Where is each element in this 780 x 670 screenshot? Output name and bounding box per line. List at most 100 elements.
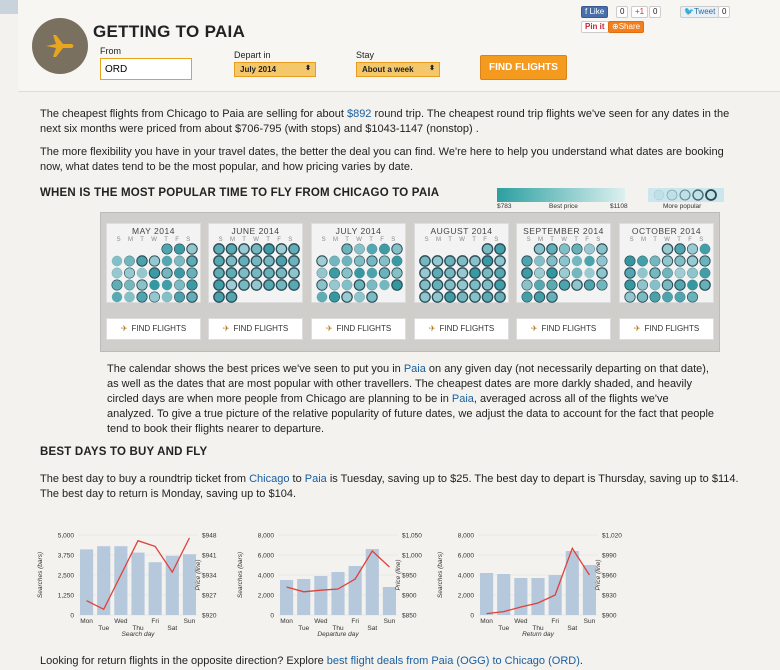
calendar-day bbox=[316, 291, 328, 303]
x-axis-label: Departure day bbox=[317, 631, 359, 638]
x-tick-label: Fri bbox=[551, 618, 559, 625]
paia-link[interactable]: Paia bbox=[451, 393, 474, 405]
calendar-day bbox=[584, 243, 595, 255]
x-tick-label: Tue bbox=[498, 625, 509, 632]
gplus-button[interactable]: +1 bbox=[631, 6, 649, 18]
calendar-day bbox=[596, 255, 608, 267]
y-right-tick-label: $1,050 bbox=[402, 533, 422, 540]
calendar-day bbox=[546, 255, 558, 267]
calendar-day bbox=[674, 243, 686, 255]
y-right-tick-label: $941 bbox=[202, 553, 217, 560]
select-arrow-icon: ⬍ bbox=[305, 65, 311, 72]
month-name: OCTOBER 2014 bbox=[631, 226, 702, 236]
calendar-day bbox=[662, 267, 673, 279]
plane-icon: ✈ bbox=[428, 324, 436, 333]
calendar-day bbox=[366, 291, 378, 303]
month-grid[interactable] bbox=[517, 243, 612, 303]
calendar-day bbox=[275, 243, 288, 255]
calendar-day bbox=[341, 255, 353, 267]
facebook-like-button[interactable]: f Like bbox=[581, 6, 609, 18]
x-tick-label: Sun bbox=[384, 618, 396, 625]
depart-select[interactable]: July 2014 ⬍ bbox=[234, 62, 316, 77]
calendar-day bbox=[469, 255, 481, 267]
calendar-day bbox=[124, 291, 135, 303]
calendar-day bbox=[148, 291, 161, 303]
y-tick-label: 3,750 bbox=[58, 553, 75, 560]
tweet-button[interactable]: 🐦Tweet bbox=[680, 6, 720, 18]
calendar-day bbox=[354, 243, 365, 255]
calendar-day bbox=[379, 243, 390, 255]
calendar-day bbox=[391, 267, 403, 279]
calendar-day bbox=[124, 255, 135, 267]
calendar-day bbox=[379, 279, 390, 291]
x-tick-label: Sat bbox=[367, 625, 377, 632]
find-flights-july[interactable]: ✈ FIND FLIGHTS bbox=[311, 318, 406, 340]
calendar-day bbox=[316, 255, 328, 267]
pinit-button[interactable]: Pin it bbox=[581, 21, 609, 33]
calendar-day bbox=[366, 255, 378, 267]
calendar-day bbox=[275, 255, 288, 267]
calendar-day bbox=[329, 267, 340, 279]
plane-logo bbox=[32, 18, 88, 74]
find-flights-october[interactable]: ✈ FIND FLIGHTS bbox=[619, 318, 714, 340]
calendar-day bbox=[174, 267, 185, 279]
month-grid[interactable] bbox=[620, 243, 715, 303]
chicago-link[interactable]: Chicago bbox=[249, 473, 290, 485]
calendar-day bbox=[521, 267, 533, 279]
reverse-deals-link[interactable]: best flight deals from Paia (OGG) to Chi… bbox=[326, 655, 580, 667]
calendar-day bbox=[686, 255, 699, 267]
calendar-day bbox=[149, 279, 160, 291]
month-grid[interactable] bbox=[209, 243, 304, 303]
month-grid[interactable] bbox=[312, 243, 407, 303]
x-tick-label: Tue bbox=[98, 625, 109, 632]
calendar-day bbox=[469, 267, 481, 279]
price-legend-bar bbox=[497, 188, 625, 202]
calendar-day bbox=[571, 267, 583, 279]
share-button[interactable]: ⊕Share bbox=[608, 21, 645, 33]
gplus-count: 0 bbox=[649, 6, 662, 18]
calendar-day bbox=[111, 279, 123, 291]
find-flights-september[interactable]: ✈ FIND FLIGHTS bbox=[516, 318, 611, 340]
plane-icon: ✈ bbox=[120, 324, 128, 333]
calendar-day bbox=[111, 291, 123, 303]
paia-link[interactable]: Paia bbox=[403, 363, 426, 375]
y-axis-label: Searches (bars) bbox=[37, 552, 44, 598]
y-tick-label: 4,000 bbox=[258, 573, 275, 580]
plane-icon: ✈ bbox=[530, 324, 538, 333]
calendar-day bbox=[534, 267, 545, 279]
calendar-day bbox=[250, 279, 263, 291]
from-input[interactable] bbox=[100, 58, 192, 80]
select-arrow-icon: ⬍ bbox=[429, 65, 435, 72]
calendar-day bbox=[546, 291, 558, 303]
facebook-icon: f bbox=[585, 7, 588, 16]
search-day-chart: 0 1,250 2,500 3,750 5,000 $920 $927 $934 $941 $94… bbox=[37, 533, 217, 639]
stay-select[interactable]: About a week ⬍ bbox=[356, 62, 440, 77]
bar bbox=[331, 572, 345, 615]
x-tick-label: Sat bbox=[567, 625, 577, 632]
y-axis-label: Searches (bars) bbox=[237, 552, 244, 598]
paia-link[interactable]: Paia bbox=[304, 473, 327, 485]
calendar-day bbox=[687, 279, 698, 291]
calendar-day bbox=[263, 267, 275, 279]
find-flights-august[interactable]: ✈ FIND FLIGHTS bbox=[414, 318, 509, 340]
calendar-day bbox=[546, 243, 558, 255]
y-right-tick-label: $950 bbox=[402, 573, 417, 580]
calendar-day bbox=[699, 279, 711, 291]
price-link[interactable]: $892 bbox=[346, 108, 372, 120]
calendar-day bbox=[341, 279, 353, 291]
find-flights-june[interactable]: ✈ FIND FLIGHTS bbox=[208, 318, 303, 340]
find-flights-button[interactable]: FIND FLIGHTS bbox=[480, 55, 567, 80]
month-grid[interactable] bbox=[107, 243, 202, 303]
calendar-day bbox=[354, 255, 365, 267]
x-tick-label: Wed bbox=[114, 618, 128, 625]
y-right-tick-label: $920 bbox=[202, 613, 217, 620]
month-grid[interactable] bbox=[415, 243, 510, 315]
calendar-day bbox=[469, 279, 481, 291]
departure-day-chart: 0 2,000 4,000 6,000 8,000 $850 $900 $950 $1,000 $… bbox=[237, 533, 422, 639]
y-tick-label: 0 bbox=[470, 613, 474, 620]
x-tick-label: Sun bbox=[184, 618, 196, 625]
find-flights-may[interactable]: ✈ FIND FLIGHTS bbox=[106, 318, 201, 340]
